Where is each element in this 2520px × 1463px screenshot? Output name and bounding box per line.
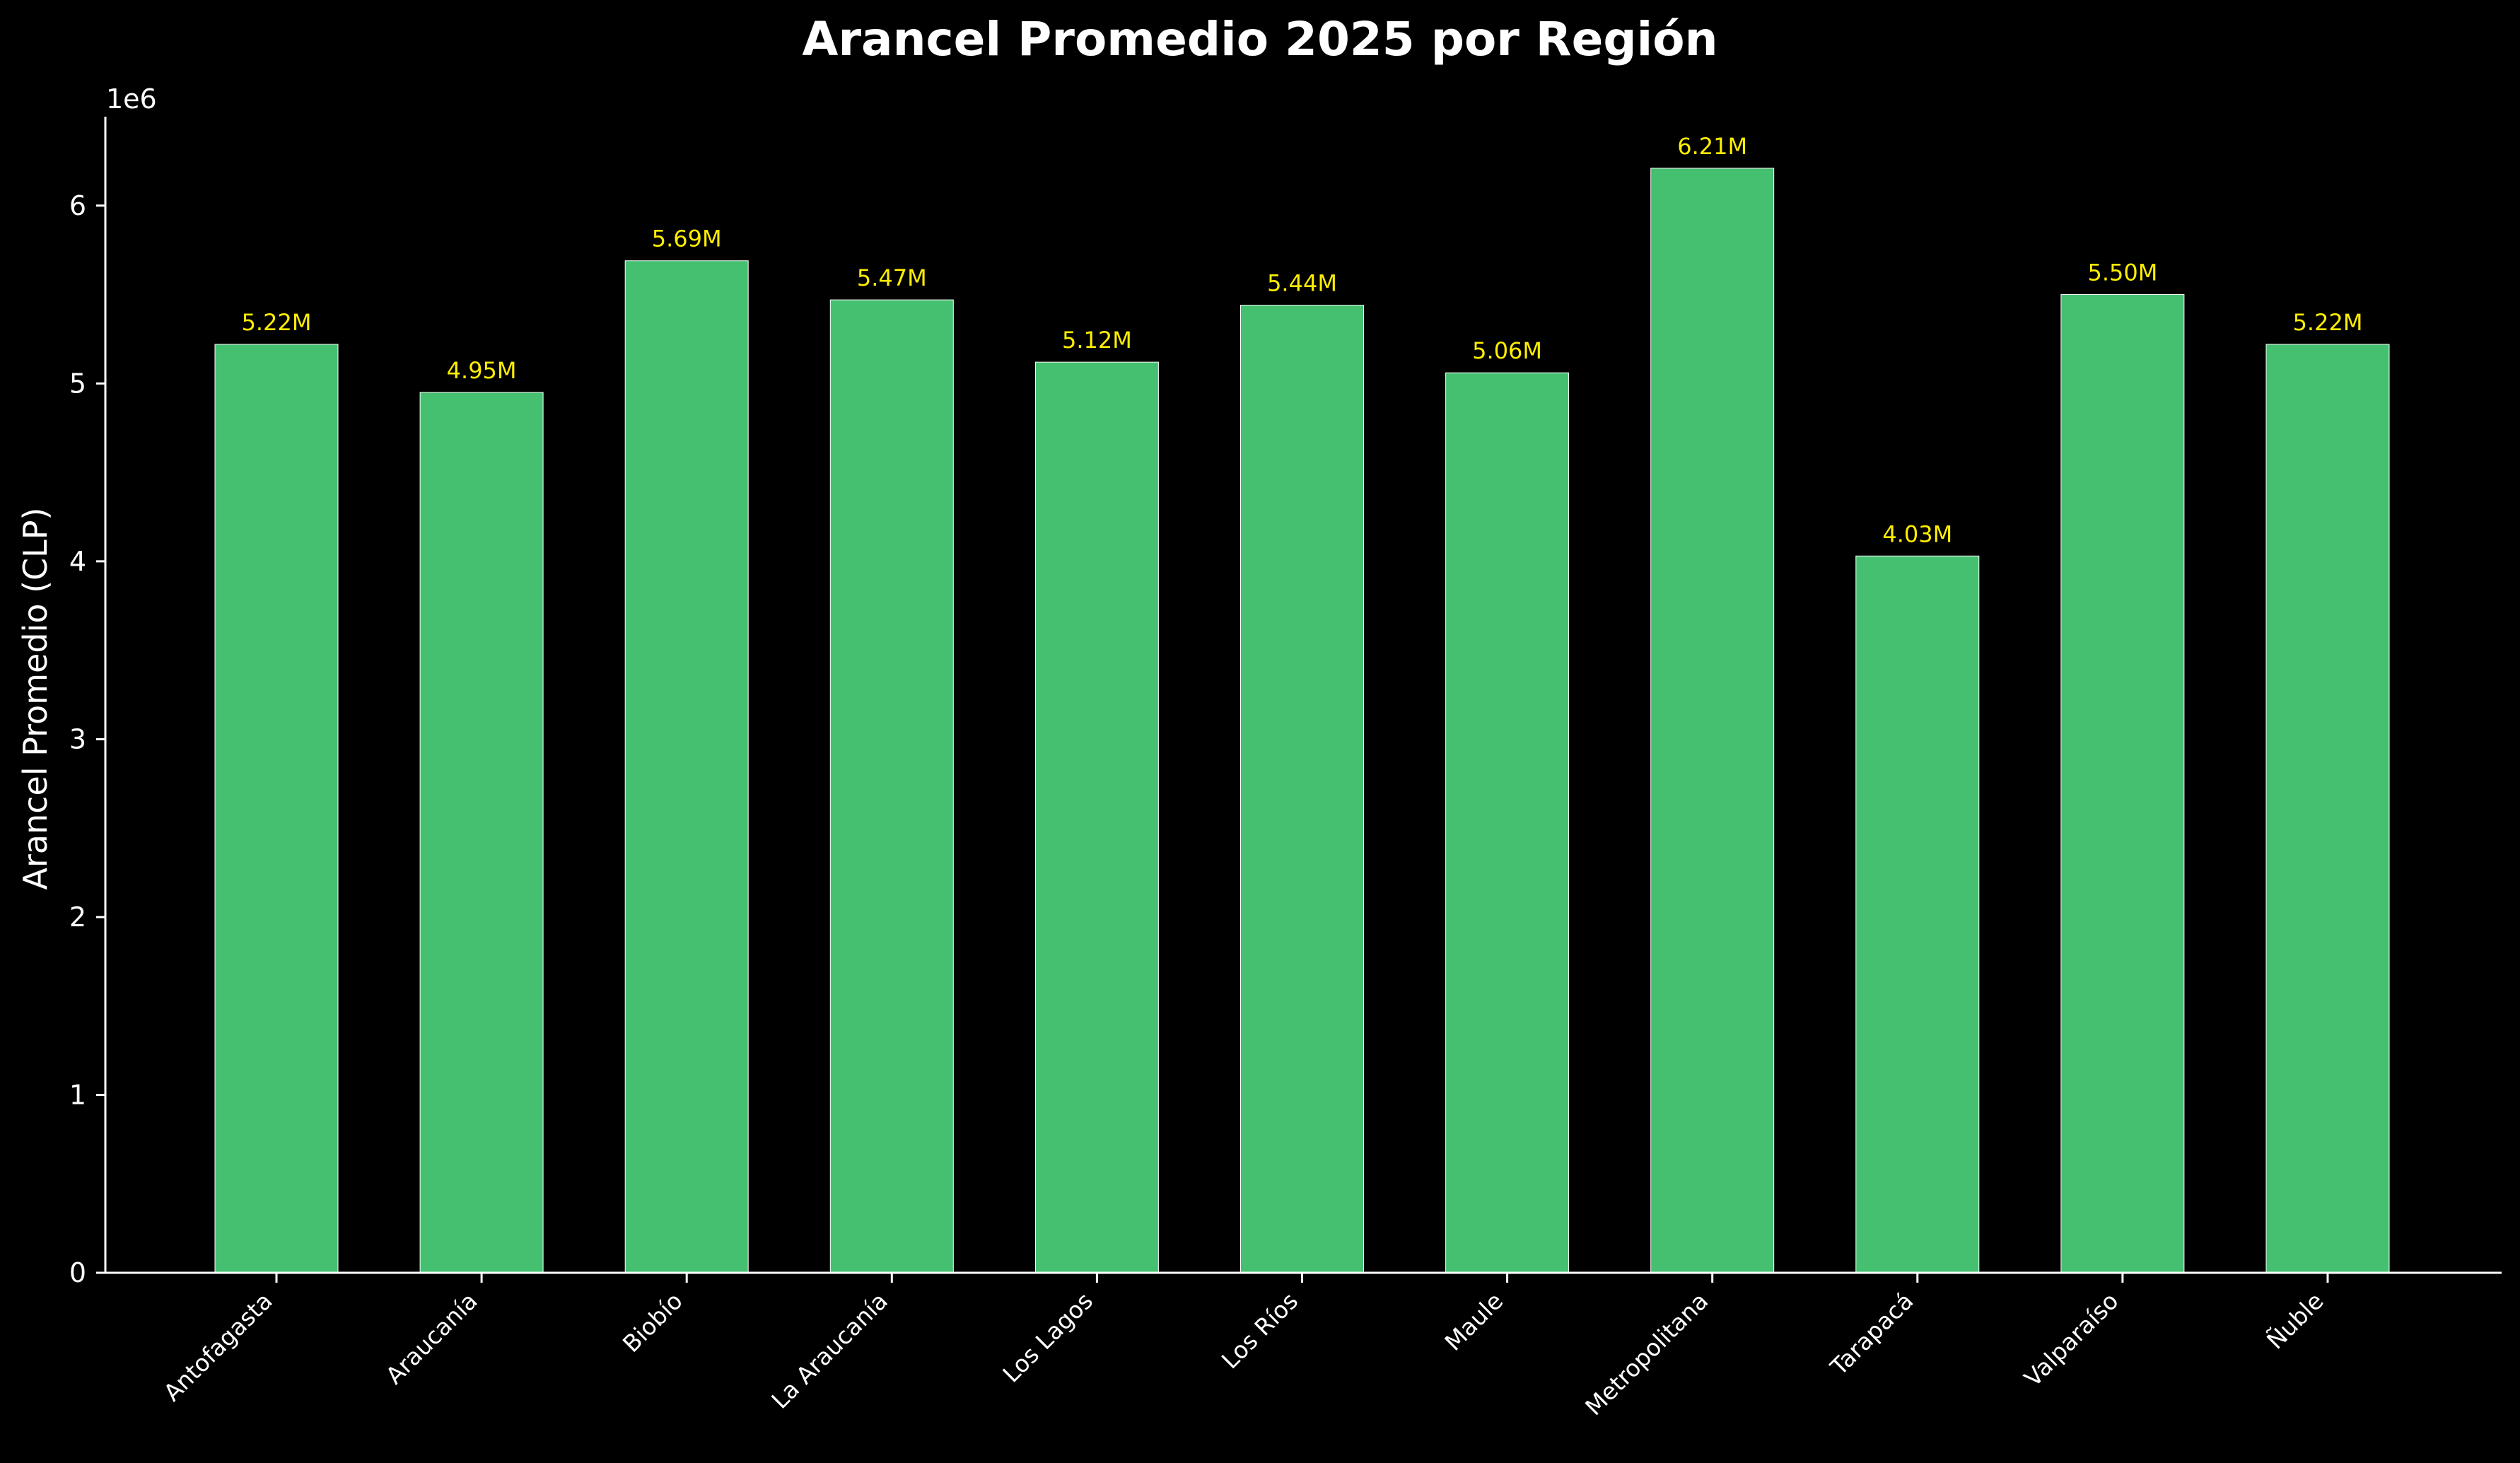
bar-la-araucan-a [829,299,954,1273]
bar-los-lagos [1034,361,1159,1273]
bar-los-r-os [1240,305,1364,1273]
bar-value-label: 4.03M [1882,520,1952,547]
y-tick-label: 1 [69,1079,86,1110]
bar-value-label: 5.50M [2087,260,2157,286]
bar-antofagasta [214,344,339,1273]
y-tick-label: 4 [69,546,86,577]
chart-title: Arancel Promedio 2025 por Región [802,12,1717,66]
y-tick-label: 2 [69,902,86,933]
bar-maule [1445,372,1570,1273]
bar-value-label: 5.22M [242,309,312,336]
bar-metropolitana [1650,168,1775,1273]
y-tick-label: 6 [69,190,86,221]
bar-value-label: 5.12M [1062,327,1132,354]
bar-value-label: 6.21M [1677,133,1747,160]
bar-value-label: 5.06M [1472,337,1542,364]
bar-tarapac- [1855,555,1980,1273]
bar-value-label: 5.47M [857,264,927,291]
y-tick-label: 3 [69,723,86,754]
bar-biob-o [624,260,749,1273]
bar-value-label: 5.44M [1267,270,1337,297]
bar-value-label: 5.69M [652,226,722,252]
y-axis-offset-text: 1e6 [106,83,157,115]
y-axis-label: Arancel Promedio (CLP) [16,508,54,890]
bar--uble [2265,344,2390,1273]
y-tick-label: 0 [69,1257,86,1288]
y-tick-label: 5 [69,368,86,399]
bar-valpara-so [2060,294,2185,1273]
bar-value-label: 4.95M [447,357,517,384]
bar-value-label: 5.22M [2293,309,2363,336]
bar-araucan-a [419,392,544,1273]
